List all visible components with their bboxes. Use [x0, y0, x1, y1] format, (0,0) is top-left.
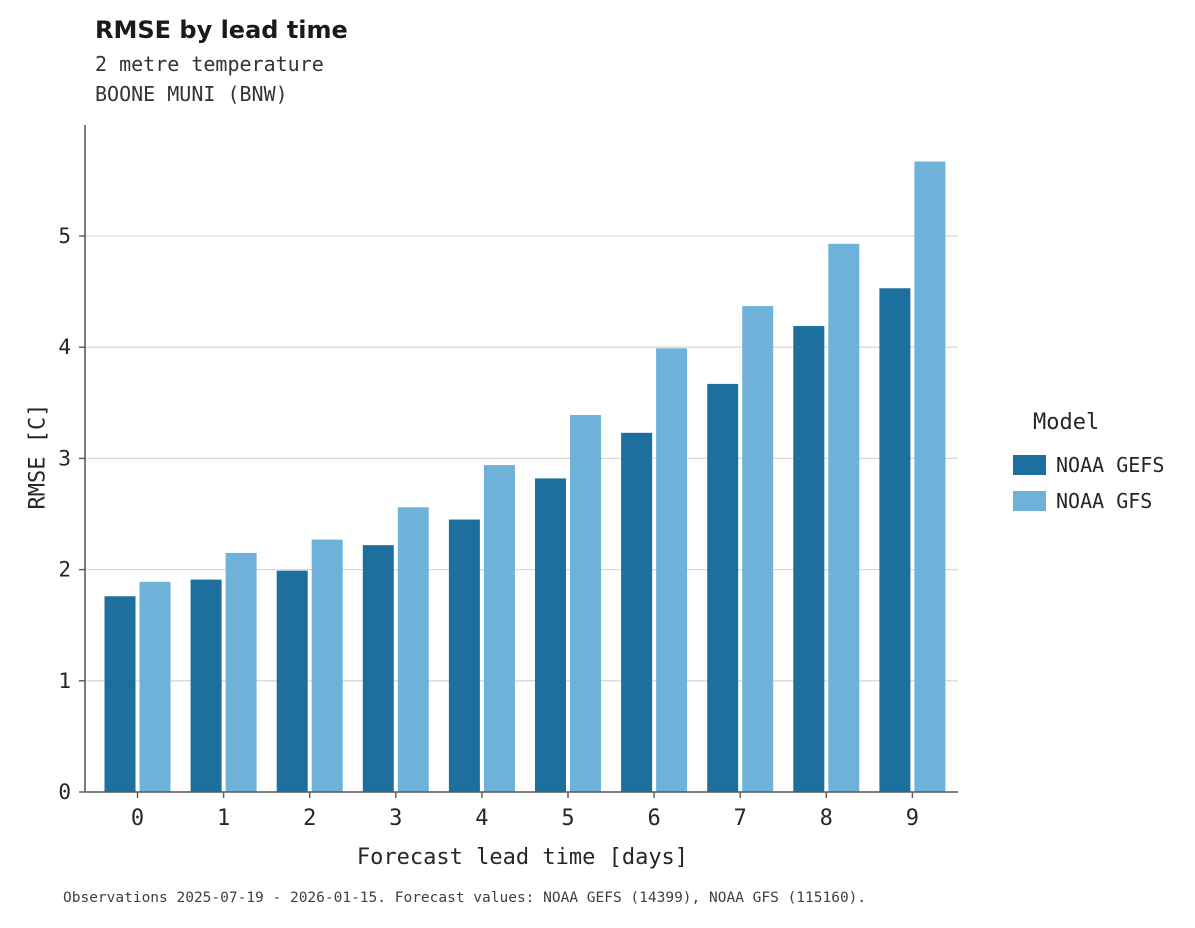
bar-noaa-gfs [570, 415, 601, 792]
y-tick-label: 0 [58, 780, 71, 804]
legend: Model NOAA GEFS NOAA GFS [1013, 410, 1164, 525]
y-tick-label: 1 [58, 669, 71, 693]
x-tick-label: 7 [734, 806, 747, 831]
y-tick-label: 2 [58, 558, 71, 582]
y-tick-label: 4 [58, 335, 71, 359]
y-axis-title: RMSE [C] [25, 403, 51, 510]
legend-label-gefs: NOAA GEFS [1056, 453, 1165, 477]
bar-noaa-gfs [397, 507, 429, 792]
x-tick-label: 1 [217, 806, 230, 831]
bar-noaa-gefs [879, 288, 911, 792]
bar-noaa-gfs [914, 161, 946, 793]
x-axis-title: Forecast lead time [days] [356, 845, 689, 870]
caption: Observations 2025-07-19 - 2026-01-15. Fo… [63, 890, 867, 906]
bar-noaa-gefs [276, 570, 308, 792]
bar-noaa-gefs [190, 579, 222, 792]
chart-title: RMSE by lead time [95, 16, 348, 44]
bar-noaa-gfs [656, 348, 688, 792]
x-tick-label: 2 [303, 806, 316, 831]
bar-noaa-gefs [362, 545, 394, 792]
legend-swatch-gfs [1013, 491, 1046, 511]
x-tick-label: 3 [389, 806, 402, 831]
bar-noaa-gfs [139, 581, 171, 792]
legend-item-gefs: NOAA GEFS [1013, 453, 1164, 477]
bar-noaa-gfs [311, 539, 343, 792]
x-tick-label: 0 [131, 806, 144, 831]
legend-swatch-gefs [1013, 455, 1046, 475]
legend-label-gfs: NOAA GFS [1056, 489, 1153, 513]
bar-noaa-gfs [483, 465, 515, 792]
x-tick-label: 6 [647, 806, 660, 831]
chart-subtitle-station: BOONE MUNI (BNW) [95, 82, 288, 106]
bar-noaa-gefs [448, 519, 480, 792]
chart-subtitle: 2 metre temperature [95, 52, 324, 76]
x-tick-label: 5 [561, 806, 574, 831]
bar-noaa-gefs [793, 326, 825, 792]
bar-noaa-gefs [621, 432, 653, 792]
y-tick-label: 3 [58, 446, 71, 470]
bar-noaa-gefs [104, 596, 136, 792]
bar-noaa-gefs [707, 383, 739, 792]
bar-noaa-gefs [535, 478, 566, 792]
y-tick-label: 5 [58, 224, 71, 248]
x-tick-label: 9 [906, 806, 919, 831]
bar-noaa-gfs [225, 552, 257, 792]
legend-item-gfs: NOAA GFS [1013, 489, 1164, 513]
bar-noaa-gfs [828, 243, 860, 792]
legend-title: Model [1033, 410, 1100, 435]
x-tick-label: 8 [820, 806, 833, 831]
bar-noaa-gfs [742, 306, 774, 792]
x-tick-label: 4 [475, 806, 488, 831]
